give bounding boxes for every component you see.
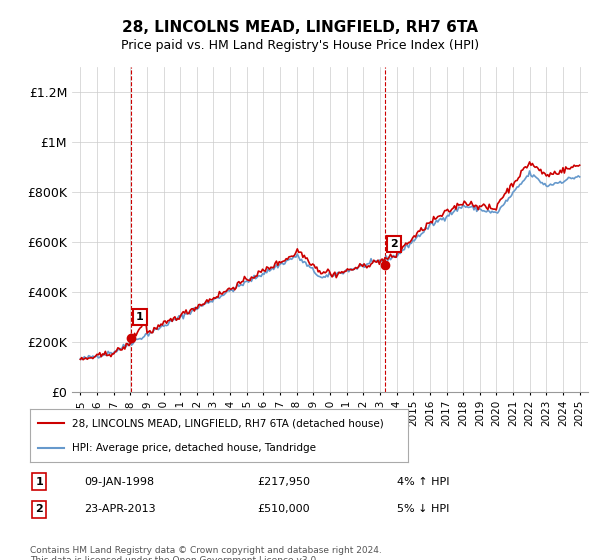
Text: 1: 1 [35, 477, 43, 487]
Text: Price paid vs. HM Land Registry's House Price Index (HPI): Price paid vs. HM Land Registry's House … [121, 39, 479, 52]
Text: 28, LINCOLNS MEAD, LINGFIELD, RH7 6TA: 28, LINCOLNS MEAD, LINGFIELD, RH7 6TA [122, 20, 478, 35]
Text: £510,000: £510,000 [257, 505, 310, 515]
Text: 1: 1 [136, 312, 143, 322]
Text: 09-JAN-1998: 09-JAN-1998 [84, 477, 154, 487]
Text: 23-APR-2013: 23-APR-2013 [84, 505, 155, 515]
Text: 2: 2 [35, 505, 43, 515]
Text: £217,950: £217,950 [257, 477, 310, 487]
Text: 4% ↑ HPI: 4% ↑ HPI [397, 477, 450, 487]
Text: 28, LINCOLNS MEAD, LINGFIELD, RH7 6TA (detached house): 28, LINCOLNS MEAD, LINGFIELD, RH7 6TA (d… [71, 418, 383, 428]
Text: 2: 2 [390, 239, 398, 249]
Text: Contains HM Land Registry data © Crown copyright and database right 2024.
This d: Contains HM Land Registry data © Crown c… [30, 546, 382, 560]
Text: HPI: Average price, detached house, Tandridge: HPI: Average price, detached house, Tand… [71, 442, 316, 452]
Text: 5% ↓ HPI: 5% ↓ HPI [397, 505, 449, 515]
